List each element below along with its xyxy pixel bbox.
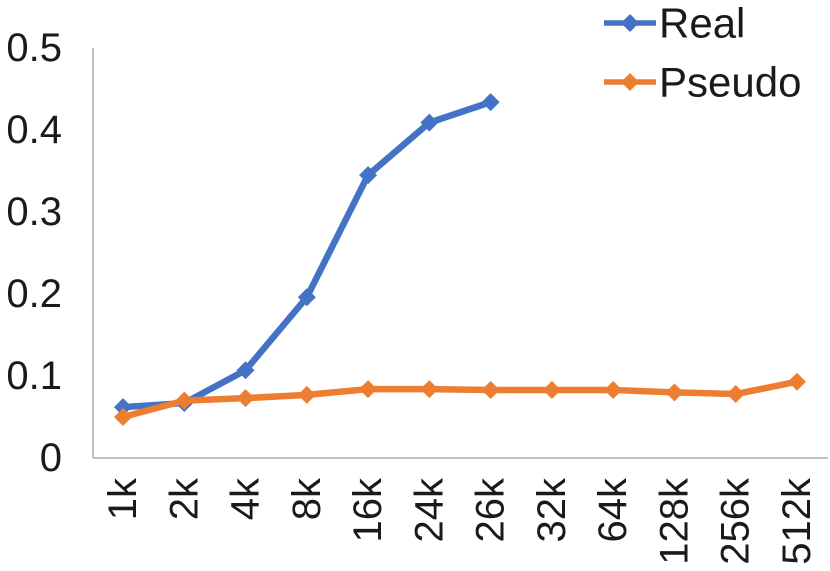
data-point-real-diamond-icon xyxy=(359,166,378,185)
legend-marker-real-diamond-icon xyxy=(621,14,639,32)
x-axis-tick-label: 16k xyxy=(346,477,390,542)
data-point-pseudo-diamond-icon xyxy=(788,372,806,391)
x-axis-tick-label: 128k xyxy=(652,477,696,565)
y-axis-tick-label: 0.4 xyxy=(6,108,62,152)
series-line-pseudo xyxy=(119,378,801,421)
data-point-real-diamond-icon xyxy=(481,93,500,112)
data-point-pseudo-diamond-icon xyxy=(359,380,378,399)
data-point-real-diamond-icon xyxy=(297,288,316,307)
y-axis-tick-label: 0.3 xyxy=(6,190,62,234)
legend-marker-pseudo-diamond-icon xyxy=(621,73,639,91)
legend: Real Pseudo xyxy=(604,0,801,106)
data-point-pseudo-diamond-icon xyxy=(726,385,745,404)
x-axis-tick-label: 26k xyxy=(469,477,513,542)
x-axis-tick-label: 512k xyxy=(775,477,819,565)
legend-item-pseudo: Pseudo xyxy=(604,59,801,106)
y-axis-tick-label: 0.5 xyxy=(6,26,62,70)
data-point-real-diamond-icon xyxy=(114,398,132,417)
legend-label-pseudo: Pseudo xyxy=(659,59,801,106)
data-point-pseudo-diamond-icon xyxy=(542,380,561,399)
data-point-pseudo-diamond-icon xyxy=(420,380,439,399)
plot-area: 0 0.1 0.2 0.3 0.4 0.5 1k 2k 4k 8k 16k 24k 26k 32k 64k 1… xyxy=(6,26,828,565)
x-axis-tick-label: 32k xyxy=(530,477,574,542)
data-point-pseudo-diamond-icon xyxy=(175,391,194,410)
y-axis-tick-label: 0 xyxy=(40,436,62,480)
x-axis-tick-label: 24k xyxy=(407,477,451,542)
series-line-real xyxy=(119,98,494,411)
x-axis-tick-label: 64k xyxy=(591,477,635,542)
data-point-pseudo-diamond-icon xyxy=(114,408,132,426)
data-point-real-diamond-icon xyxy=(420,113,439,132)
x-axis-tick-label: 4k xyxy=(224,477,268,520)
x-axis-tick-label: 1k xyxy=(101,477,145,520)
data-point-pseudo-diamond-icon xyxy=(297,385,316,404)
x-axis-tick-label: 8k xyxy=(285,477,329,520)
data-point-pseudo-diamond-icon xyxy=(604,380,623,399)
y-axis-tick-label: 0.2 xyxy=(6,272,62,316)
data-point-pseudo-diamond-icon xyxy=(481,380,500,399)
legend-item-real: Real xyxy=(604,0,745,47)
x-axis-tick-label: 2k xyxy=(162,477,206,520)
data-point-pseudo-diamond-icon xyxy=(236,389,255,408)
data-point-pseudo-diamond-icon xyxy=(665,383,684,402)
legend-label-real: Real xyxy=(659,0,745,47)
data-point-real-diamond-icon xyxy=(236,361,255,380)
x-axis-tick-label: 256k xyxy=(714,477,758,565)
y-axis-tick-label: 0.1 xyxy=(6,354,62,398)
